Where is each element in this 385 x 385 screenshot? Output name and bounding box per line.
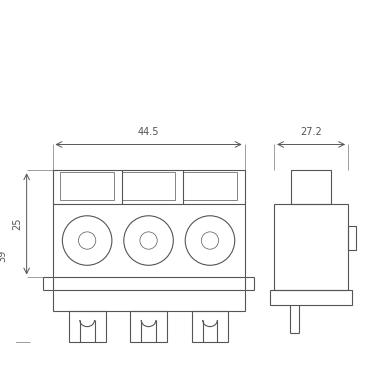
Text: 44.5: 44.5 <box>138 127 159 137</box>
Bar <box>183 172 237 200</box>
Bar <box>348 226 356 251</box>
Bar <box>191 311 228 342</box>
Bar <box>122 172 175 200</box>
Bar <box>271 290 353 305</box>
Text: 39: 39 <box>0 250 7 262</box>
Text: 27.2: 27.2 <box>300 127 322 137</box>
Bar <box>274 204 348 290</box>
Bar <box>130 311 167 342</box>
Bar <box>291 170 331 204</box>
Bar <box>52 170 244 311</box>
Text: 25: 25 <box>12 218 22 230</box>
Bar <box>69 311 105 342</box>
Bar <box>60 172 114 200</box>
